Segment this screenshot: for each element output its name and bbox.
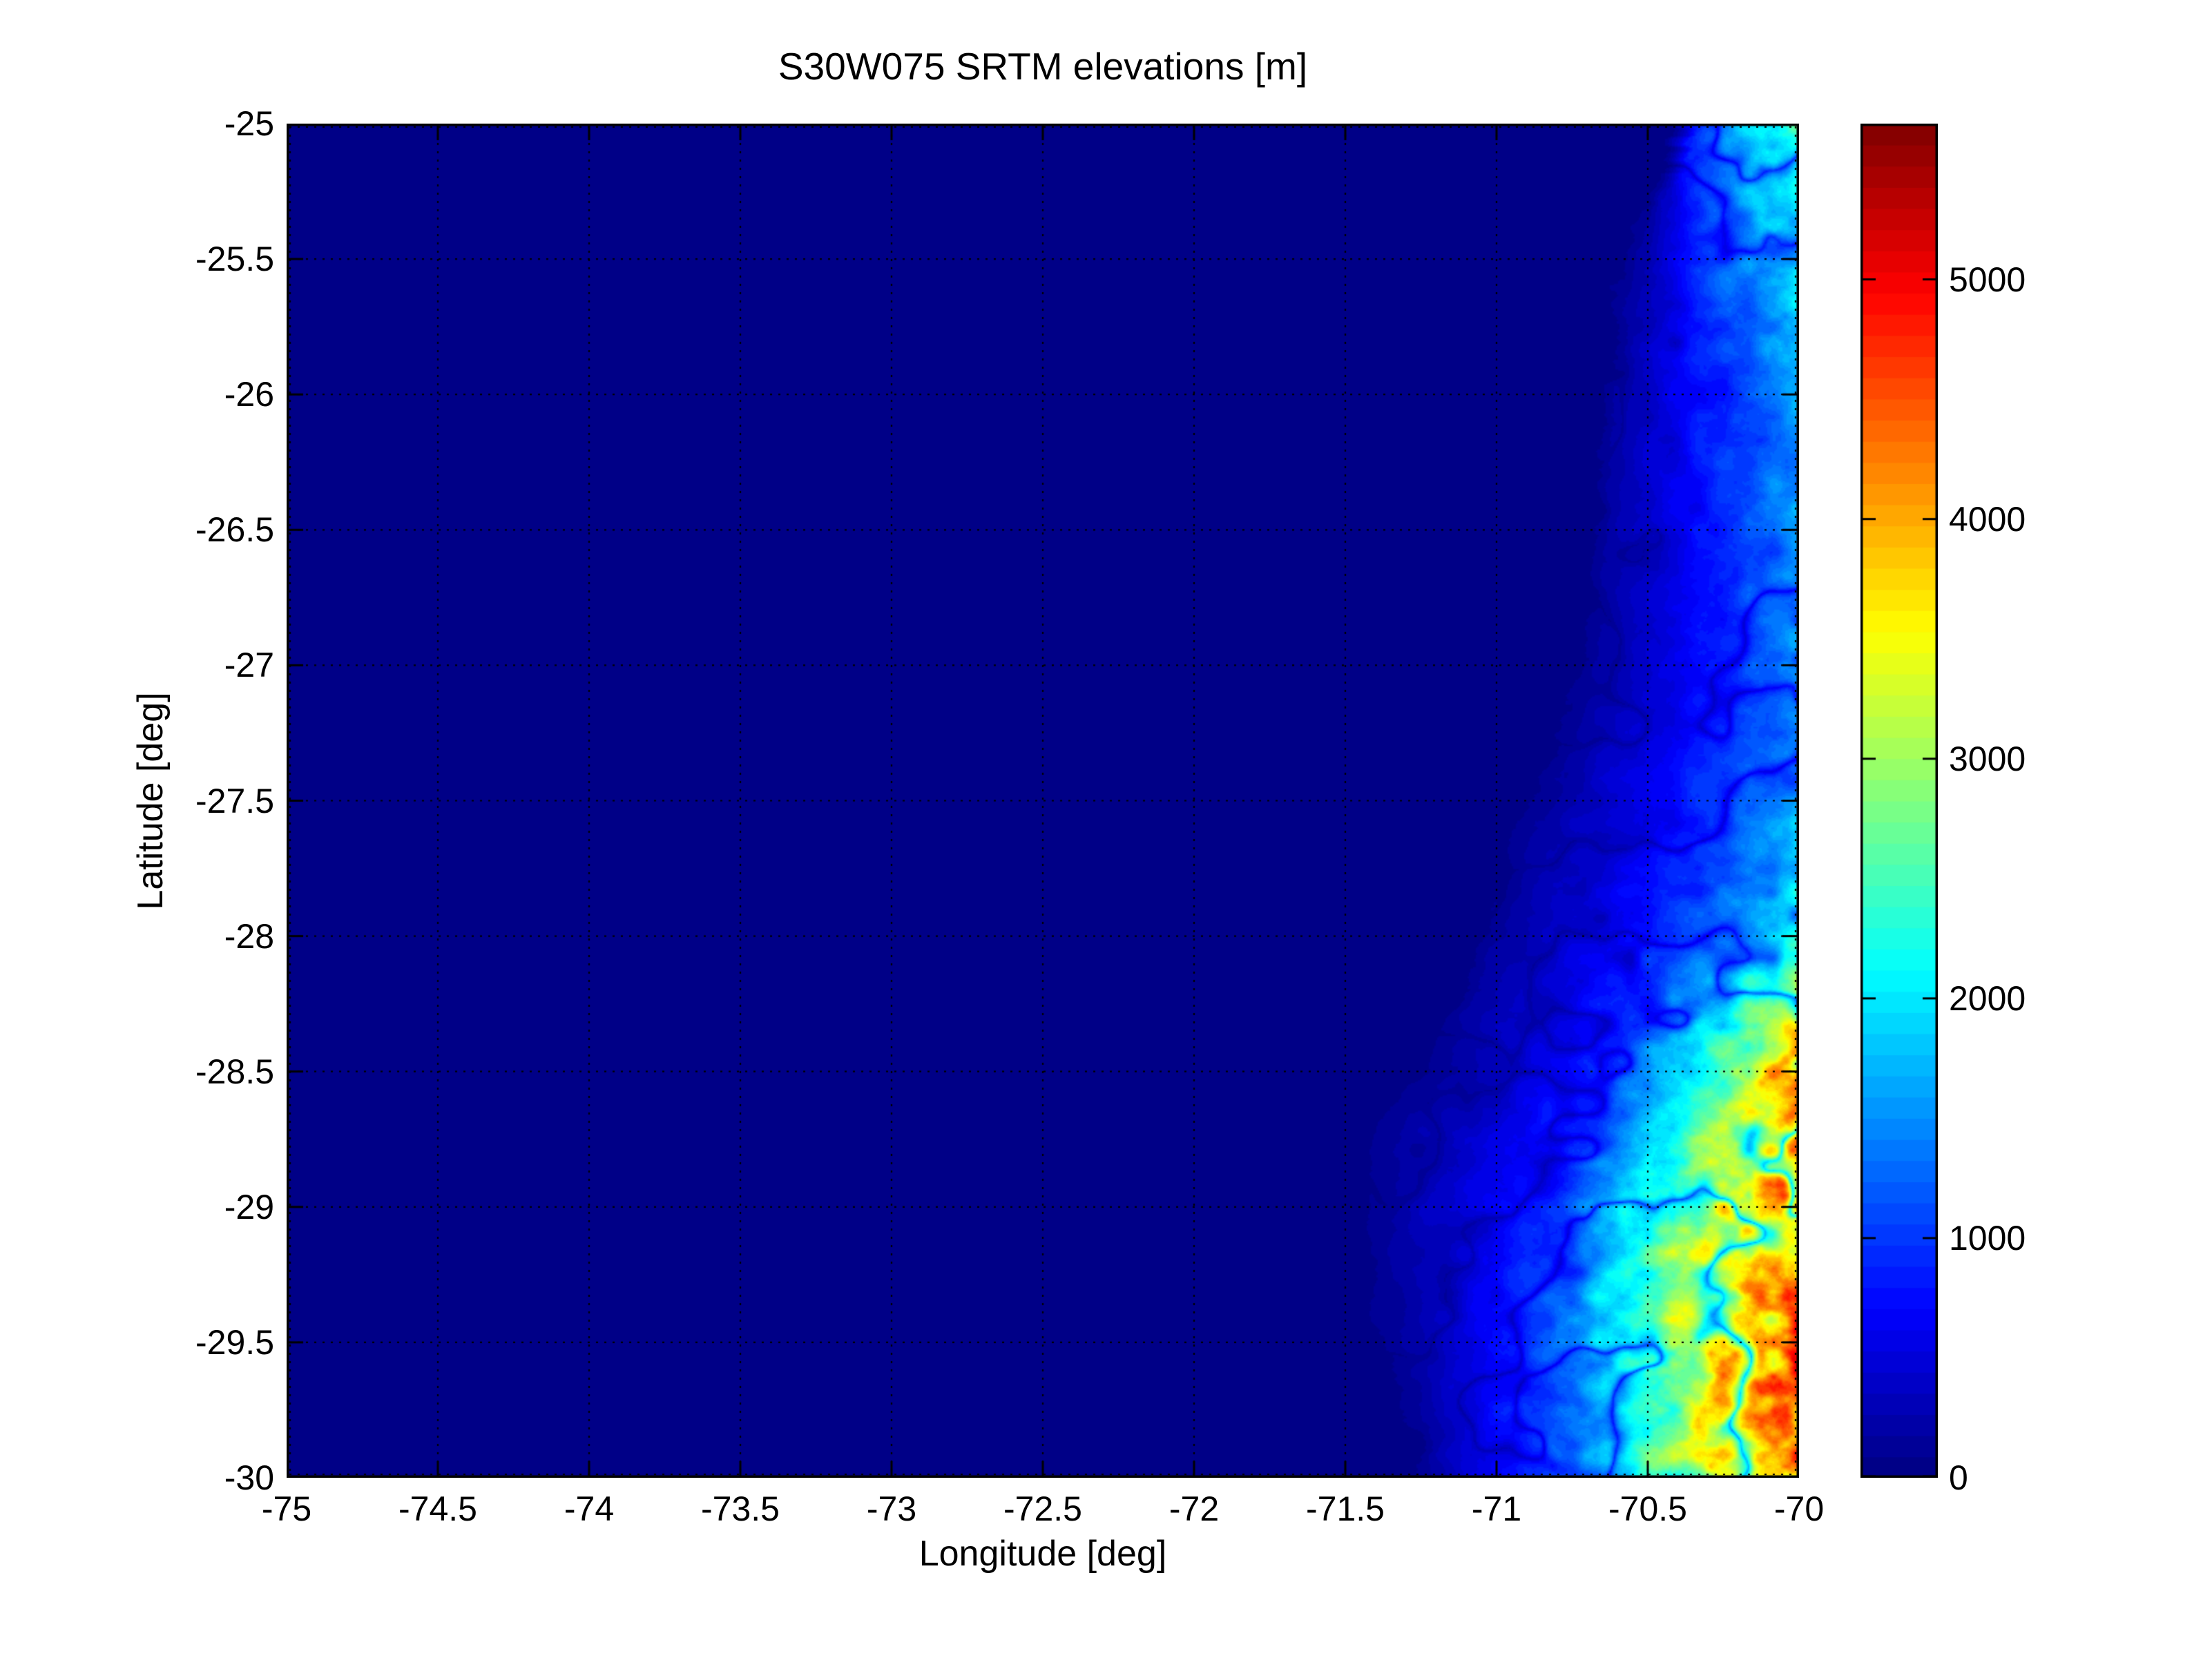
colorbar-tick-label: 3000 xyxy=(1949,739,2026,778)
colorbar-tick-label: 1000 xyxy=(1949,1218,2026,1257)
x-tick-label: -73.5 xyxy=(701,1490,780,1528)
chart-title: S30W075 SRTM elevations [m] xyxy=(778,45,1308,88)
x-tick-label: -71.5 xyxy=(1306,1490,1385,1528)
y-tick-label: -28.5 xyxy=(195,1052,274,1091)
y-tick-label: -25 xyxy=(224,104,274,143)
x-tick-label: -72.5 xyxy=(1003,1490,1082,1528)
colorbar-canvas xyxy=(1860,124,1938,1478)
y-tick-label: -26.5 xyxy=(195,510,274,550)
x-tick-label: -70.5 xyxy=(1608,1490,1687,1528)
x-tick-label: -72 xyxy=(1168,1490,1220,1528)
y-tick-label: -26 xyxy=(224,375,274,414)
colorbar-tick-label: 4000 xyxy=(1949,499,2026,539)
colorbar-tick-label: 5000 xyxy=(1949,260,2026,299)
y-tick-label: -25.5 xyxy=(195,240,274,279)
y-tick-label: -27 xyxy=(224,646,274,685)
x-tick-label: -70 xyxy=(1773,1490,1825,1528)
y-tick-label: -27.5 xyxy=(195,781,274,820)
y-tick-label: -29.5 xyxy=(195,1322,274,1362)
x-tick-label: -71 xyxy=(1471,1490,1522,1528)
x-tick-label: -74.5 xyxy=(398,1490,477,1528)
colorbar-tick-label: 0 xyxy=(1949,1458,1968,1497)
x-tick-label: -75 xyxy=(261,1490,312,1528)
x-tick-label: -74 xyxy=(564,1490,615,1528)
axes-grid-overlay-canvas xyxy=(287,124,1799,1478)
y-tick-label: -29 xyxy=(224,1187,274,1226)
y-tick-label: -28 xyxy=(224,916,274,956)
colorbar-tick-label: 2000 xyxy=(1949,979,2026,1018)
x-axis-label: Longitude [deg] xyxy=(919,1534,1167,1574)
y-tick-label: -30 xyxy=(224,1458,274,1497)
x-tick-label: -73 xyxy=(866,1490,917,1528)
